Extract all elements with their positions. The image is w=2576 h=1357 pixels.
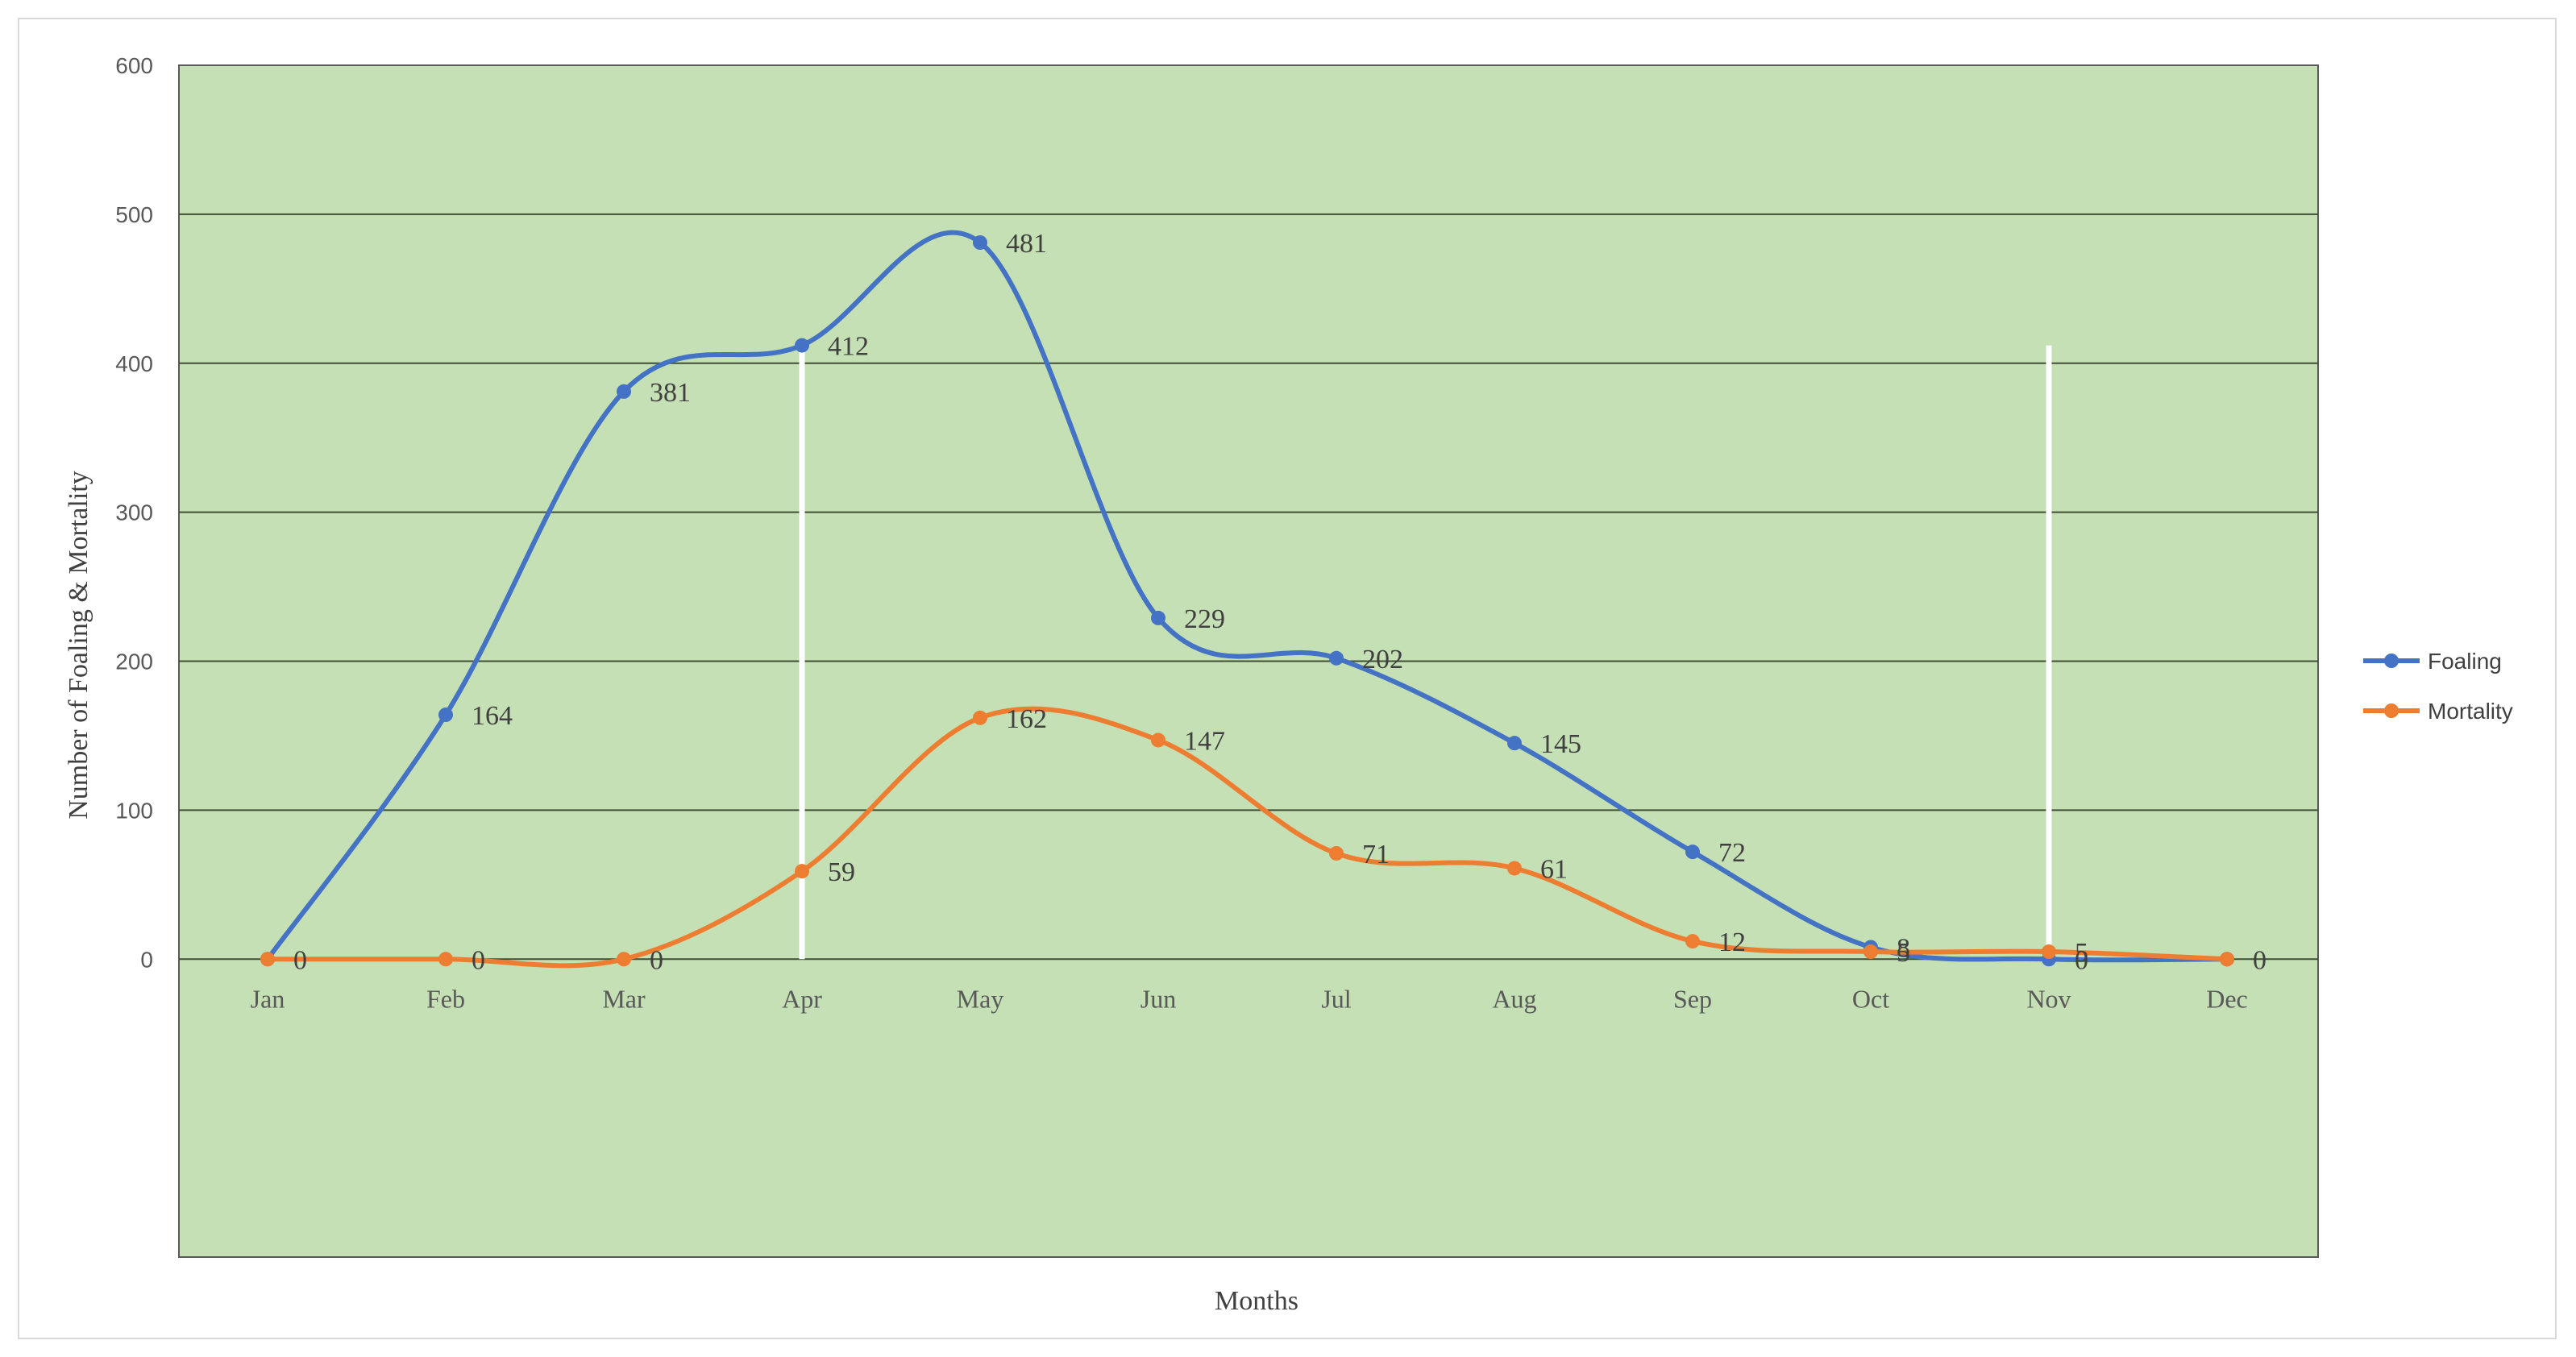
mortality-legend-marker xyxy=(2384,703,2399,718)
x-tick-label: Nov xyxy=(2026,984,2071,1013)
x-axis-title: Months xyxy=(1215,1286,1298,1316)
x-tick-label: Mar xyxy=(602,984,646,1013)
x-tick-label: Sep xyxy=(1673,984,1712,1013)
x-tick-label: Aug xyxy=(1492,984,1536,1013)
y-tick-label: 600 xyxy=(115,53,153,78)
mortality-point xyxy=(1329,845,1344,861)
mortality-point xyxy=(1685,934,1700,949)
foaling-point xyxy=(617,384,631,399)
mortality-data-label: 5 xyxy=(2075,938,2088,968)
mortality-point xyxy=(438,952,453,967)
foaling-data-label: 164 xyxy=(472,701,513,731)
mortality-data-label: 0 xyxy=(650,945,663,975)
foaling-data-label: 229 xyxy=(1184,604,1225,634)
y-axis-title: Number of Foaling & Mortality xyxy=(64,471,93,820)
foaling-legend-marker xyxy=(2384,654,2399,668)
mortality-data-label: 147 xyxy=(1184,726,1225,756)
y-tick-label: 500 xyxy=(115,202,153,227)
legend: Foaling Mortality xyxy=(2363,649,2513,724)
mortality-data-label: 162 xyxy=(1006,704,1047,734)
foaling-data-label: 412 xyxy=(828,332,869,362)
foaling-data-label: 0 xyxy=(2075,945,2088,975)
mortality-data-label: 12 xyxy=(1718,927,1746,957)
y-tick-label: 400 xyxy=(115,351,153,376)
mortality-point xyxy=(795,864,809,879)
x-tick-label: Feb xyxy=(426,984,465,1013)
foaling-data-label: 8 xyxy=(1897,933,1910,963)
foaling-point xyxy=(973,235,987,251)
mortality-point xyxy=(1507,861,1522,876)
x-tick-label: May xyxy=(957,984,1004,1013)
mortality-data-label: 71 xyxy=(1362,840,1390,869)
foaling-data-label: 145 xyxy=(1540,729,1581,759)
x-tick-label: Dec xyxy=(2206,984,2248,1013)
x-tick-label: Jul xyxy=(1321,984,1351,1013)
x-tick-label: Jun xyxy=(1141,984,1176,1013)
foaling-point xyxy=(438,708,453,723)
foaling-data-label: 381 xyxy=(650,378,691,408)
mortality-data-label: 59 xyxy=(828,857,855,887)
foaling-data-label: 72 xyxy=(1718,838,1746,868)
mortality-legend-label: Mortality xyxy=(2428,699,2513,724)
mortality-point xyxy=(2042,944,2056,960)
mortality-point xyxy=(1151,732,1165,748)
foaling-data-label: 481 xyxy=(1006,229,1047,259)
foaling-legend-label: Foaling xyxy=(2428,649,2502,674)
foaling-point xyxy=(1507,736,1522,751)
y-tick-label: 200 xyxy=(115,649,153,674)
mortality-data-label: 0 xyxy=(472,945,485,975)
mortality-point xyxy=(1863,944,1878,960)
mortality-point xyxy=(2220,952,2234,967)
series-layer xyxy=(260,230,2234,969)
mortality-data-label: 0 xyxy=(293,945,307,975)
x-tick-label: Apr xyxy=(782,984,822,1013)
y-tick-label: 0 xyxy=(140,947,153,972)
y-tick-label: 300 xyxy=(115,500,153,525)
mortality-point xyxy=(260,952,275,967)
mortality-data-label: 0 xyxy=(2253,945,2266,975)
foaling-point xyxy=(1685,844,1700,860)
x-tick-label: Oct xyxy=(1852,984,1889,1013)
foaling-point xyxy=(795,338,809,353)
mortality-point xyxy=(973,710,987,725)
foaling-data-label: 202 xyxy=(1362,645,1403,674)
foaling-point xyxy=(1151,610,1165,625)
x-tick-label: Jan xyxy=(251,984,285,1013)
mortality-data-label: 5 xyxy=(1897,938,1910,968)
y-axis-ticks: 0 100 200 300 400 500 600 xyxy=(115,53,153,972)
foaling-line xyxy=(265,230,2229,963)
x-axis-ticks: Jan Feb Mar Apr May Jun Jul Aug Sep Oct Nov Dec xyxy=(251,984,2248,1013)
mortality-point xyxy=(617,952,631,967)
y-tick-label: 100 xyxy=(115,798,153,823)
reference-lines xyxy=(799,345,2052,960)
gridlines xyxy=(179,213,2318,961)
foaling-point xyxy=(1329,650,1344,666)
mortality-data-label: 61 xyxy=(1540,854,1568,884)
data-labels: 164 381 412 481 229 202 145 72 8 0 0 0 0 59 162 147 71 61… xyxy=(293,229,2266,975)
